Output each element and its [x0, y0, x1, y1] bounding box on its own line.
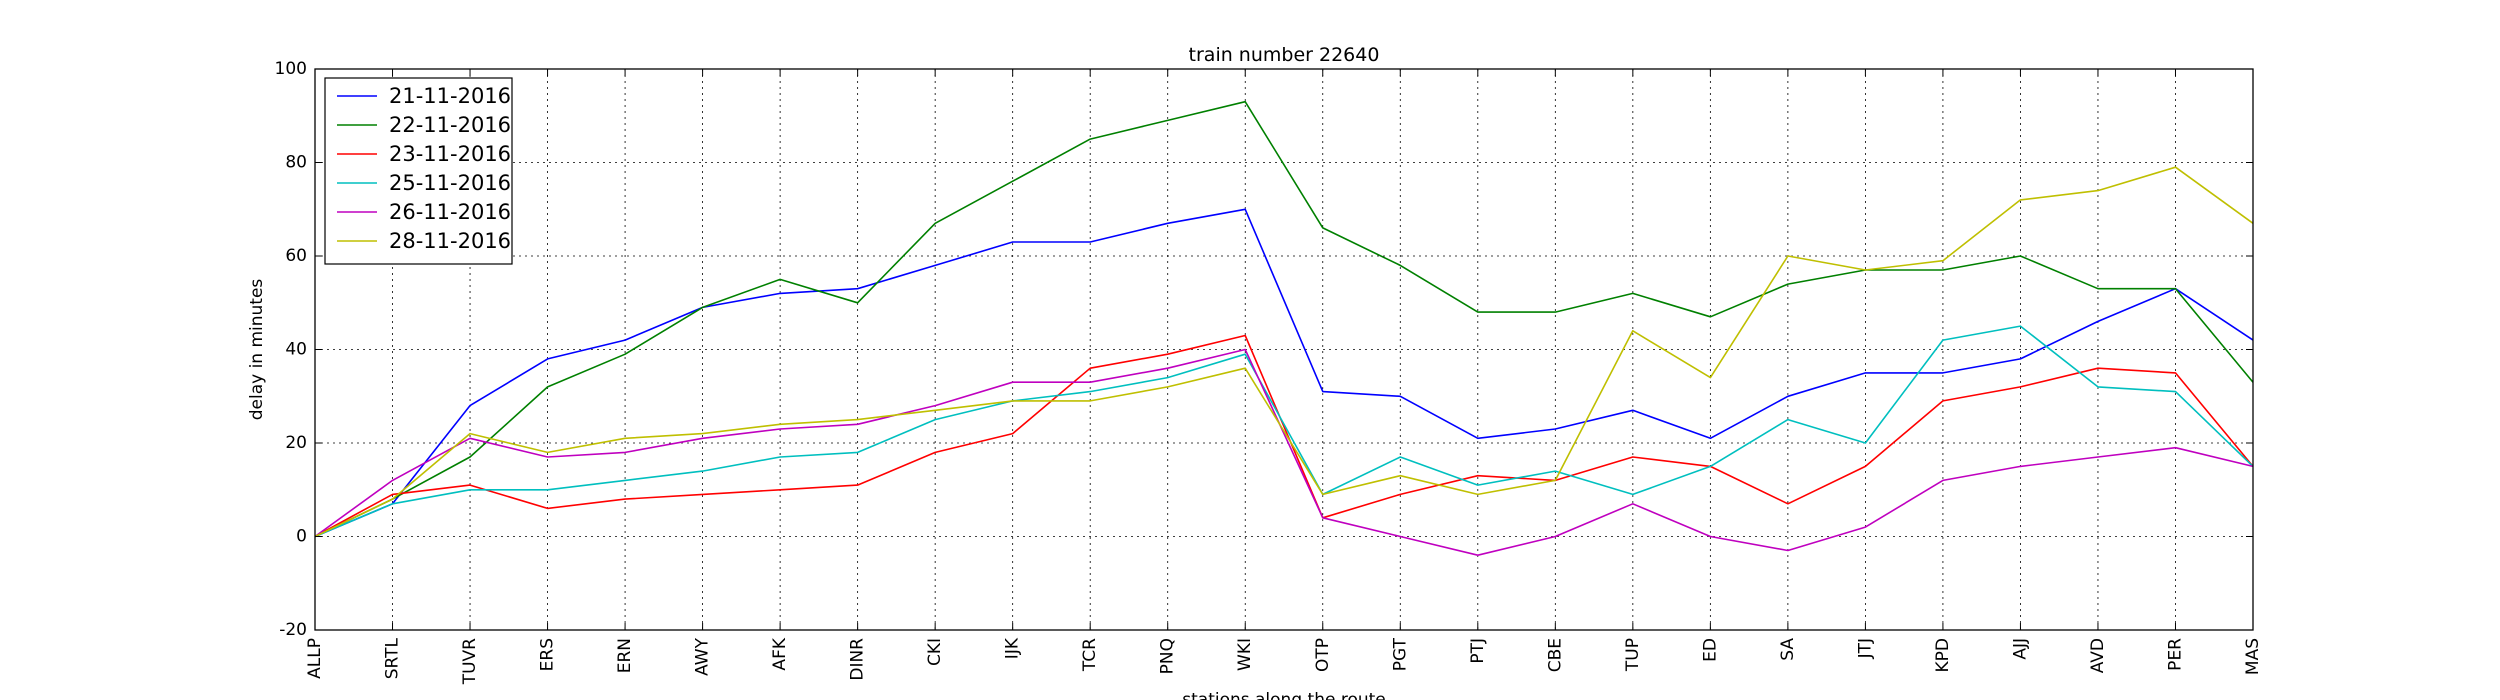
y-tick-label: -20 [279, 620, 307, 640]
legend: 21-11-2016 22-11-2016 23-11-2016 25-11-2016… [324, 77, 513, 265]
series-line-26-11-2016 [314, 348, 2254, 557]
legend-label: 22-11-2016 [389, 113, 511, 137]
grid-lines [315, 69, 2253, 630]
x-tick-label: AVD [2088, 638, 2108, 673]
legend-box [324, 77, 513, 265]
y-axis-label: delay in minutes [247, 279, 267, 421]
series-lines [314, 100, 2254, 557]
x-tick-label: IJK [1003, 637, 1023, 659]
x-tick-label: MAS [2243, 638, 2263, 675]
legend-label: 21-11-2016 [389, 84, 511, 108]
series-line-25-11-2016 [314, 325, 2254, 538]
y-tick-label: 40 [285, 340, 307, 360]
x-tick-label: PTJ [1468, 638, 1488, 664]
x-tick-label: ERN [615, 638, 635, 673]
x-tick-label: ED [1700, 638, 1720, 662]
x-tick-label: ALLP [305, 638, 325, 679]
legend-label: 26-11-2016 [389, 200, 511, 224]
x-tick-label: KPD [1933, 638, 1953, 673]
x-tick-label: JTJ [1855, 638, 1875, 659]
y-tick-label: 100 [275, 59, 307, 79]
axis-ticks: ALLP SRTL TUVR ERS ERN AWY AFK DINR CKI IJK TCR PNQ… [275, 59, 2263, 685]
legend-label: 28-11-2016 [389, 229, 511, 253]
x-tick-label: WKI [1235, 638, 1255, 671]
legend-label: 23-11-2016 [389, 142, 511, 166]
y-tick-label: 80 [285, 153, 307, 173]
y-tick-label: 0 [296, 527, 307, 547]
y-tick-label: 60 [285, 246, 307, 266]
series-line-23-11-2016 [314, 334, 2254, 538]
chart-title: train number 22640 [1189, 44, 1380, 66]
x-tick-label: TCR [1080, 638, 1100, 672]
x-tick-label: AWY [693, 637, 713, 676]
y-tick-label: 20 [285, 433, 307, 453]
x-tick-label: AFK [770, 637, 790, 670]
x-tick-label: SA [1778, 638, 1798, 661]
legend-label: 25-11-2016 [389, 171, 511, 195]
x-tick-label: AJJ [2010, 638, 2030, 660]
x-tick-label: CBE [1545, 638, 1565, 672]
x-tick-label: PGT [1390, 637, 1410, 671]
x-tick-label: CKI [925, 638, 945, 666]
x-tick-label: TUP [1623, 638, 1643, 672]
x-tick-label: PER [2165, 638, 2185, 671]
series-line-22-11-2016 [314, 100, 2254, 538]
x-tick-label: OTP [1313, 638, 1333, 672]
x-tick-label: PNQ [1158, 638, 1178, 674]
series-line-21-11-2016 [314, 208, 2254, 538]
x-tick-label: SRTL [383, 637, 403, 679]
x-tick-label: DINR [848, 638, 868, 681]
series-line-28-11-2016 [314, 166, 2254, 538]
x-tick-label: ERS [538, 638, 558, 671]
x-tick-label: TUVR [460, 638, 480, 685]
x-axis-label: stations along the route [1182, 690, 1386, 700]
